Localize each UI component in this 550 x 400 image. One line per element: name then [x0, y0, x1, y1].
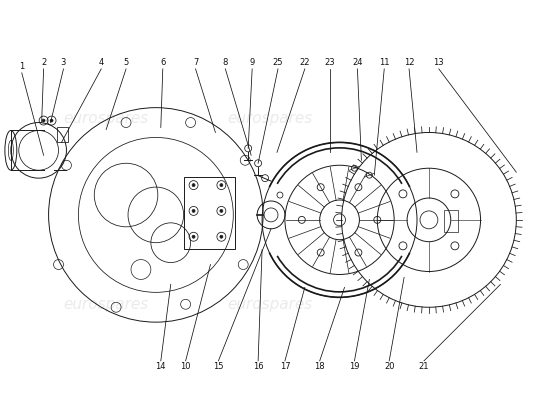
Text: 12: 12: [404, 58, 414, 68]
Circle shape: [50, 119, 53, 122]
Bar: [57, 126, 68, 142]
Text: 9: 9: [250, 58, 255, 68]
Text: 1: 1: [19, 62, 24, 72]
Circle shape: [220, 210, 223, 212]
Text: 22: 22: [300, 58, 310, 68]
Text: 8: 8: [223, 58, 228, 68]
Text: 16: 16: [253, 362, 263, 371]
Text: 25: 25: [273, 58, 283, 68]
Text: 7: 7: [193, 58, 198, 68]
Text: 2: 2: [41, 58, 46, 68]
Circle shape: [220, 184, 223, 186]
Text: 5: 5: [123, 58, 129, 68]
Text: 24: 24: [352, 58, 362, 68]
Circle shape: [192, 184, 195, 186]
Bar: [444, 210, 458, 232]
Text: 17: 17: [279, 362, 290, 371]
Text: eurospares: eurospares: [64, 111, 149, 126]
Text: eurospares: eurospares: [227, 111, 312, 126]
Text: 3: 3: [61, 58, 66, 68]
Circle shape: [192, 210, 195, 212]
Text: 6: 6: [160, 58, 166, 68]
Text: eurospares: eurospares: [227, 297, 312, 312]
Circle shape: [42, 119, 45, 122]
Text: 10: 10: [180, 362, 191, 371]
Text: eurospares: eurospares: [64, 297, 149, 312]
Text: 4: 4: [98, 58, 104, 68]
Text: 20: 20: [384, 362, 394, 371]
Text: 19: 19: [349, 362, 360, 371]
Circle shape: [220, 235, 223, 238]
Text: 11: 11: [379, 58, 389, 68]
Text: 13: 13: [433, 58, 444, 68]
Text: 14: 14: [156, 362, 166, 371]
Text: 23: 23: [324, 58, 335, 68]
Circle shape: [192, 235, 195, 238]
Text: 15: 15: [213, 362, 224, 371]
Text: 18: 18: [315, 362, 325, 371]
Text: 21: 21: [419, 362, 429, 371]
Bar: [184, 177, 235, 249]
